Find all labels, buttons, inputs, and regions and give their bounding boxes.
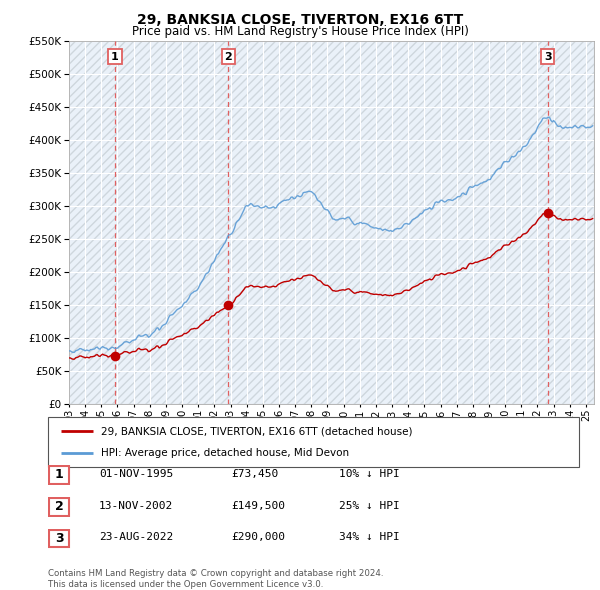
Text: 1: 1 (111, 51, 119, 61)
Bar (69, 41, 115, 404)
FancyBboxPatch shape (48, 417, 579, 467)
Text: 2: 2 (55, 500, 64, 513)
FancyBboxPatch shape (49, 530, 70, 548)
Bar (229, 41, 548, 404)
Text: 2: 2 (224, 51, 232, 61)
Text: 13-NOV-2002: 13-NOV-2002 (99, 501, 173, 510)
Text: 10% ↓ HPI: 10% ↓ HPI (339, 469, 400, 478)
FancyBboxPatch shape (49, 498, 70, 516)
Text: 34% ↓ HPI: 34% ↓ HPI (339, 533, 400, 542)
Text: 25% ↓ HPI: 25% ↓ HPI (339, 501, 400, 510)
Text: 01-NOV-1995: 01-NOV-1995 (99, 469, 173, 478)
Text: £73,450: £73,450 (231, 469, 278, 478)
Text: Price paid vs. HM Land Registry's House Price Index (HPI): Price paid vs. HM Land Registry's House … (131, 25, 469, 38)
Bar (548, 41, 594, 404)
Text: Contains HM Land Registry data © Crown copyright and database right 2024.
This d: Contains HM Land Registry data © Crown c… (48, 569, 383, 589)
Text: 1: 1 (55, 468, 64, 481)
Bar (115, 41, 229, 404)
Text: 23-AUG-2022: 23-AUG-2022 (99, 533, 173, 542)
Text: 29, BANKSIA CLOSE, TIVERTON, EX16 6TT: 29, BANKSIA CLOSE, TIVERTON, EX16 6TT (137, 13, 463, 27)
Text: £149,500: £149,500 (231, 501, 285, 510)
Text: HPI: Average price, detached house, Mid Devon: HPI: Average price, detached house, Mid … (101, 448, 349, 458)
Text: £290,000: £290,000 (231, 533, 285, 542)
Text: 3: 3 (55, 532, 64, 545)
FancyBboxPatch shape (49, 466, 70, 484)
Text: 3: 3 (544, 51, 551, 61)
Text: 29, BANKSIA CLOSE, TIVERTON, EX16 6TT (detached house): 29, BANKSIA CLOSE, TIVERTON, EX16 6TT (d… (101, 426, 413, 436)
